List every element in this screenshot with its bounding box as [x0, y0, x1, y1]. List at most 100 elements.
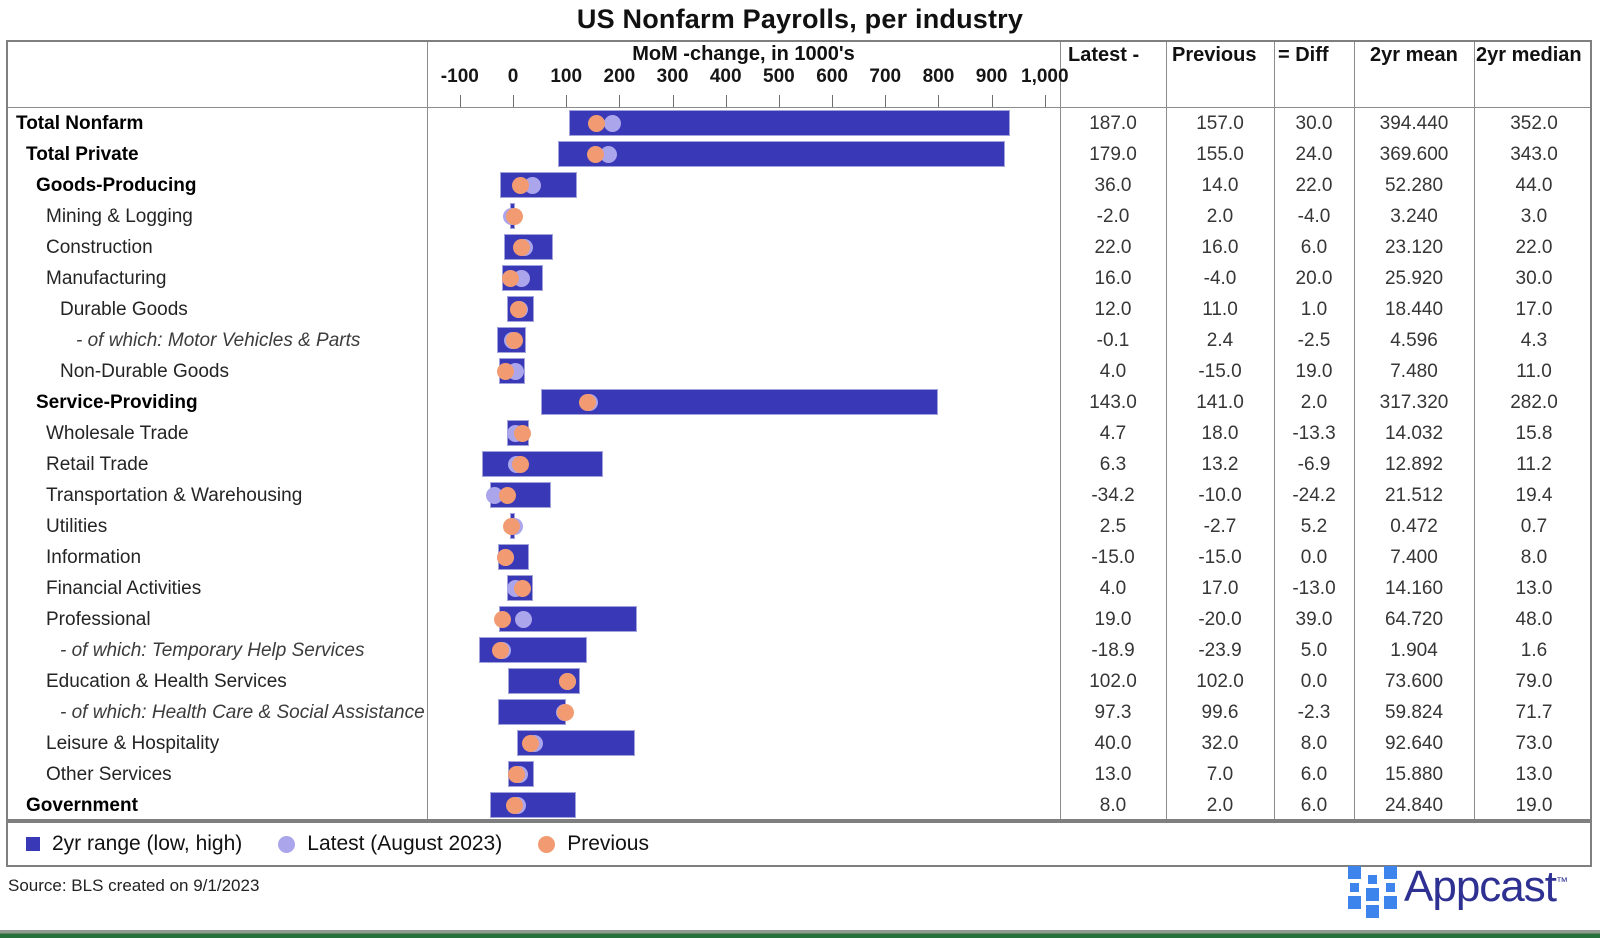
previous-dot: [499, 487, 517, 504]
mean-value: 1.904: [1390, 640, 1438, 661]
table-row: - of which: Health Care & Social Assista…: [8, 697, 1590, 728]
row-chart-cell: [427, 139, 1060, 170]
mean-value: 14.032: [1384, 423, 1444, 444]
axis-tick-label: 900: [975, 66, 1008, 87]
axis-tick-mark: [991, 95, 993, 107]
diff-value: 22.0: [1295, 175, 1333, 196]
previous-dot: [496, 549, 514, 566]
latest-value: 97.3: [1094, 702, 1132, 723]
previous-value: 14.0: [1201, 175, 1239, 196]
latest-value: 8.0: [1099, 795, 1127, 816]
previous-value: 2.0: [1206, 795, 1234, 816]
table-row: Transportation & Warehousing -34.2 -10.0…: [8, 480, 1590, 511]
diff-value: 2.0: [1300, 392, 1328, 413]
latest-value: 187.0: [1089, 113, 1137, 134]
trademark-symbol: ™: [1555, 874, 1568, 889]
range-bar: [568, 110, 1011, 136]
industry-label: Total Nonfarm: [16, 113, 144, 134]
row-chart-cell: [427, 294, 1060, 325]
legend-label: Latest (August 2023): [307, 832, 503, 855]
median-value: 19.4: [1515, 485, 1553, 506]
row-chart-cell: [427, 449, 1060, 480]
industry-label: Wholesale Trade: [46, 423, 189, 444]
diff-value: -2.3: [1297, 702, 1331, 723]
column-header-diff: = Diff: [1278, 44, 1329, 66]
appcast-logo: Appcast™: [1348, 860, 1588, 926]
previous-dot-icon: [538, 835, 556, 853]
row-chart-cell: [427, 108, 1060, 139]
axis-tick-mark: [778, 95, 780, 107]
latest-dot: [603, 115, 621, 132]
header-divider: [8, 107, 1590, 108]
previous-dot: [521, 735, 539, 752]
latest-value: -2.0: [1096, 206, 1130, 227]
table-row: Total Nonfarm 187.0 157.0 30.0 394.440 3…: [8, 108, 1590, 139]
diff-value: 0.0: [1300, 671, 1328, 692]
latest-value: 19.0: [1094, 609, 1132, 630]
axis-tick-mark: [938, 95, 940, 107]
table-row: Durable Goods 12.0 11.0 1.0 18.440 17.0: [8, 294, 1590, 325]
table-row: Goods-Producing 36.0 14.0 22.0 52.280 44…: [8, 170, 1590, 201]
median-value: 15.8: [1515, 423, 1553, 444]
previous-value: 32.0: [1201, 733, 1239, 754]
diff-value: 30.0: [1295, 113, 1333, 134]
range-bar: [481, 451, 603, 477]
legend-item-latest: Latest (August 2023): [278, 832, 502, 856]
median-value: 19.0: [1515, 795, 1553, 816]
latest-value: 179.0: [1089, 144, 1137, 165]
mean-value: 14.160: [1384, 578, 1444, 599]
row-chart-cell: [427, 325, 1060, 356]
column-divider: [1274, 42, 1275, 819]
column-divider: [427, 42, 428, 819]
mean-value: 24.840: [1384, 795, 1444, 816]
axis-tick-mark: [672, 95, 674, 107]
axis-tick-label: 300: [656, 66, 689, 87]
mean-value: 52.280: [1384, 175, 1444, 196]
column-header-median: 2yr median: [1476, 44, 1582, 66]
previous-dot: [514, 425, 532, 442]
latest-value: 6.3: [1099, 454, 1127, 475]
industry-label: Goods-Producing: [36, 175, 197, 196]
median-value: 13.0: [1515, 578, 1553, 599]
mean-value: 25.920: [1384, 268, 1444, 289]
mean-value: 21.512: [1384, 485, 1444, 506]
diff-value: 19.0: [1295, 361, 1333, 382]
diff-value: 6.0: [1300, 764, 1328, 785]
mean-value: 394.440: [1379, 113, 1449, 134]
previous-dot: [586, 146, 604, 163]
latest-value: 22.0: [1094, 237, 1132, 258]
previous-dot: [493, 611, 511, 628]
latest-value: 36.0: [1094, 175, 1132, 196]
mean-value: 317.320: [1379, 392, 1449, 413]
axis-tick-mark: [566, 95, 568, 107]
diff-value: -6.9: [1297, 454, 1331, 475]
median-value: 352.0: [1510, 113, 1558, 134]
table-row: - of which: Motor Vehicles & Parts -0.1 …: [8, 325, 1590, 356]
axis-tick-label: 0: [507, 66, 519, 87]
latest-value: -15.0: [1091, 547, 1135, 568]
axis-tick-mark: [1044, 95, 1046, 107]
median-value: 22.0: [1515, 237, 1553, 258]
axis-tick-label: 700: [869, 66, 902, 87]
axis-tick-label: 800: [922, 66, 955, 87]
row-chart-cell: [427, 542, 1060, 573]
payrolls-table: MoM -change, in 1000's -100 0 100 200 300 400…: [6, 40, 1592, 821]
median-value: 0.7: [1520, 516, 1548, 537]
diff-value: -13.0: [1292, 578, 1336, 599]
axis-tick-mark: [459, 95, 461, 107]
latest-value: 102.0: [1089, 671, 1137, 692]
axis-tick-label: 500: [763, 66, 795, 87]
mean-value: 92.640: [1384, 733, 1444, 754]
table-row: - of which: Temporary Help Services -18.…: [8, 635, 1590, 666]
previous-dot: [558, 673, 576, 690]
median-value: 79.0: [1515, 671, 1553, 692]
previous-dot: [513, 239, 530, 256]
range-bar: [490, 792, 577, 818]
median-value: 8.0: [1520, 547, 1548, 568]
table-row: Manufacturing 16.0 -4.0 20.0 25.920 30.0: [8, 263, 1590, 294]
median-value: 13.0: [1515, 764, 1553, 785]
row-chart-cell: [427, 573, 1060, 604]
diff-value: -2.5: [1297, 330, 1331, 351]
previous-dot: [508, 766, 526, 783]
column-divider: [1354, 42, 1355, 819]
